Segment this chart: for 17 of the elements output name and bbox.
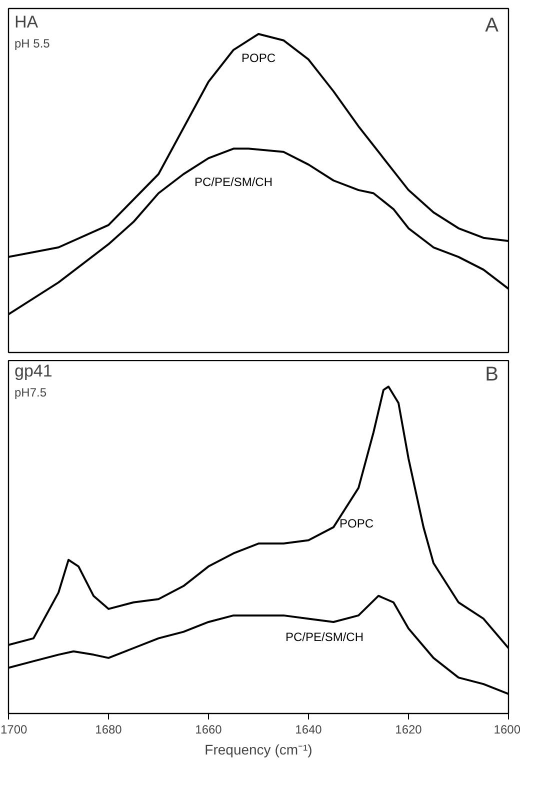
text: HA — [14, 12, 39, 32]
x-axis-title: Frequency (cm⁻¹) — [204, 742, 312, 758]
series-label: PC/PE/SM/CH — [194, 174, 273, 189]
x-tick-label: 1700 — [0, 722, 28, 736]
x-tick-label: 1620 — [395, 722, 422, 736]
annotation: A — [485, 14, 500, 36]
annotation: pH7.5 — [14, 386, 47, 400]
x-tick-label: 1600 — [494, 722, 521, 736]
x-tick-label: 1660 — [195, 722, 222, 736]
series-label: POPC — [339, 516, 374, 531]
x-tick-label: 1680 — [95, 722, 122, 736]
x-tick-label: 1640 — [295, 722, 322, 736]
text: B — [485, 364, 499, 386]
annotation: pH 5.5 — [14, 36, 50, 50]
text: gp41 — [14, 362, 52, 380]
series-label: POPC — [241, 50, 276, 65]
series-label: PC/PE/SM/CH — [285, 630, 364, 644]
